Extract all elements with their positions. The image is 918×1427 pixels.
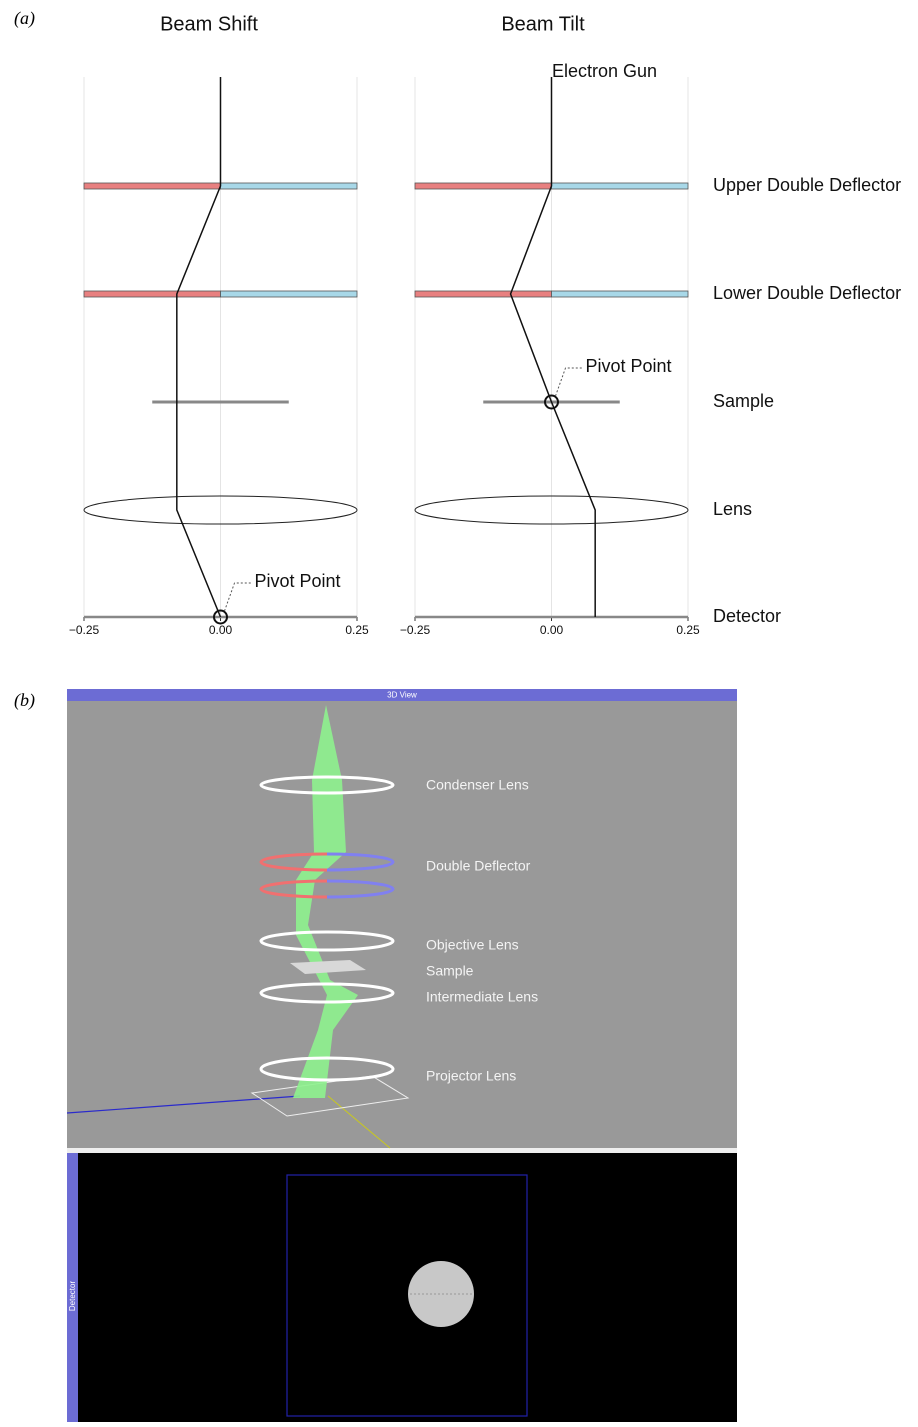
detector-title: Detector xyxy=(68,1281,77,1312)
x-tick-label: −0.25 xyxy=(69,623,100,637)
component-label: Objective Lens xyxy=(426,937,519,953)
deflector-neg xyxy=(415,291,552,297)
pivot-leader xyxy=(556,368,584,396)
beam-path xyxy=(511,77,596,617)
level-label: Lower Double Deflector xyxy=(713,283,901,303)
deflector-neg xyxy=(415,183,552,189)
component-label: Projector Lens xyxy=(426,1068,516,1084)
level-label: Lens xyxy=(713,499,752,519)
component-label: Sample xyxy=(426,963,474,979)
figure: (a) Electron Gun (b) 3D View Detector Up… xyxy=(0,0,918,1422)
deflector-pos xyxy=(221,183,358,189)
component-label: Condenser Lens xyxy=(426,777,529,793)
x-tick-label: −0.25 xyxy=(400,623,431,637)
deflector-pos xyxy=(221,291,358,297)
deflector-pos xyxy=(552,291,689,297)
x-tick-label: 0.25 xyxy=(676,623,700,637)
gun-label: Electron Gun xyxy=(552,61,657,81)
x-tick-label: 0.00 xyxy=(540,623,564,637)
level-label: Sample xyxy=(713,391,774,411)
view-title: 3D View xyxy=(387,691,417,700)
x-tick-label: 0.25 xyxy=(345,623,369,637)
pivot-label: Pivot Point xyxy=(586,356,672,376)
component-label: Intermediate Lens xyxy=(426,989,538,1005)
panel-label: (b) xyxy=(14,690,35,711)
pivot-leader xyxy=(225,583,253,611)
separator xyxy=(67,1148,737,1153)
deflector-neg xyxy=(84,291,221,297)
component-label: Double Deflector xyxy=(426,858,531,874)
deflector-pos xyxy=(552,183,689,189)
detector-view xyxy=(67,1153,737,1422)
plot-title: Beam Tilt xyxy=(501,13,585,35)
x-tick-label: 0.00 xyxy=(209,623,233,637)
level-label: Upper Double Deflector xyxy=(713,175,901,195)
level-label: Detector xyxy=(713,606,781,626)
plot-title: Beam Shift xyxy=(160,13,258,35)
deflector-neg xyxy=(84,183,221,189)
panel-label: (a) xyxy=(14,8,35,29)
pivot-label: Pivot Point xyxy=(255,571,341,591)
beam-path xyxy=(177,77,221,617)
beam-spot xyxy=(408,1261,474,1327)
